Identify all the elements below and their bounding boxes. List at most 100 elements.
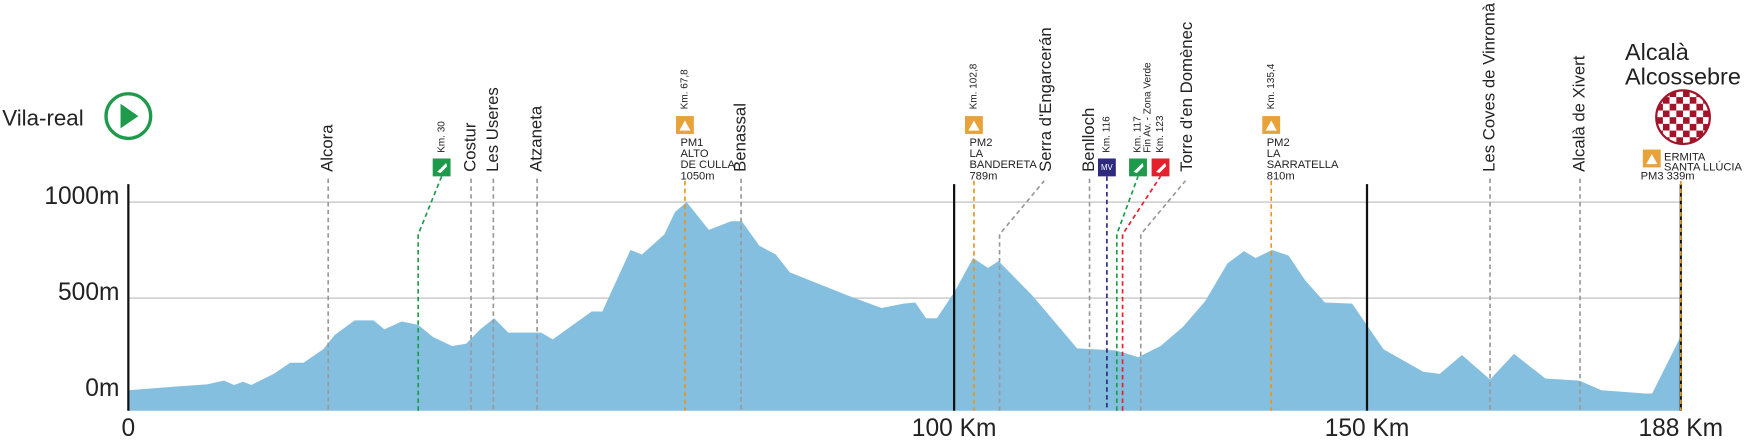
flag-cell <box>1669 117 1677 124</box>
climb-label: SARRATELLA <box>1267 159 1339 171</box>
flag-cell <box>1683 123 1690 131</box>
climb-label: PM1 <box>680 137 703 149</box>
climb-label: 810m <box>1267 170 1295 182</box>
flag-cell <box>1656 123 1663 131</box>
zone-line <box>1121 175 1162 411</box>
climb-triangle <box>1646 154 1658 165</box>
zone-icon <box>1151 158 1170 177</box>
place-label: Benlloch <box>1079 108 1098 172</box>
flag-cell <box>1683 137 1690 144</box>
finish-label: Alcalà <box>1625 39 1690 65</box>
zone-note: Fin Av. - Zona Verde <box>1143 62 1154 153</box>
place-label: Les Useres <box>483 87 502 172</box>
climb-category: PM3 339m <box>1641 170 1695 182</box>
waypoint-line <box>1139 180 1187 411</box>
zone-km-label: Km. 30 <box>436 121 447 153</box>
mv-label: MV <box>1101 163 1113 172</box>
flag-cell <box>1662 117 1670 124</box>
flag-cell <box>1676 110 1684 118</box>
flag-cell <box>1703 117 1710 124</box>
place-label: Atzaneta <box>527 105 546 172</box>
flag-cell <box>1676 97 1684 104</box>
flag-cell <box>1689 130 1697 138</box>
flag-cell <box>1656 137 1663 144</box>
climb-label: SANTA LLÚCIA <box>1664 160 1742 173</box>
climb-triangle <box>968 120 980 131</box>
y-tick-label: 0m <box>85 375 119 402</box>
climb-label: LA <box>969 148 983 160</box>
zone-km-label: Km. 123 <box>1155 115 1166 153</box>
flag-cell <box>1669 137 1677 144</box>
flag-cell <box>1689 110 1697 118</box>
flag-cell <box>1696 97 1704 104</box>
zone-glyph <box>1156 162 1167 174</box>
elevation-area <box>128 202 1681 411</box>
place-label: Costur <box>460 122 479 172</box>
place-label: Serra d'Engarcerán <box>1036 27 1055 172</box>
zone-km-label: Km. 117 <box>1133 116 1144 153</box>
flag-cell <box>1696 123 1704 131</box>
waypoint-line <box>998 180 1045 411</box>
flag-cell <box>1656 110 1663 118</box>
flag-cell <box>1689 90 1697 98</box>
flag-cell <box>1703 137 1710 144</box>
mv-km-label: Km. 116 <box>1102 116 1113 153</box>
flag-cell <box>1703 110 1710 118</box>
place-label: Torre d'en Domènec <box>1177 22 1196 172</box>
climb-label: BANDERETA <box>969 159 1037 171</box>
y-tick-label: 1000m <box>44 183 119 210</box>
flag-cell <box>1669 123 1677 131</box>
flag-cell <box>1662 123 1670 131</box>
flag-cell <box>1669 97 1677 104</box>
flag-cell <box>1669 110 1677 118</box>
flag-cell <box>1696 117 1704 124</box>
start-label: Vila-real <box>2 105 83 130</box>
flag-cell <box>1703 90 1710 98</box>
flag-cell <box>1676 137 1684 144</box>
y-tick-label: 500m <box>58 279 119 306</box>
flag-cell <box>1683 90 1690 98</box>
climb-triangle <box>679 120 691 131</box>
flag-cell <box>1683 97 1690 104</box>
climb-label: DE CULLA <box>680 159 735 171</box>
place-label: Les Coves de Vinromà <box>1479 2 1498 172</box>
flag-cell <box>1676 103 1684 111</box>
start-arrow <box>120 103 139 129</box>
climb-km-label: Km. 67,8 <box>680 69 691 110</box>
finish-ring <box>1655 89 1711 146</box>
zone-line <box>417 176 443 411</box>
climb-label: 789m <box>969 170 997 182</box>
flag-cell <box>1683 117 1690 124</box>
climb-label: PM2 <box>1267 137 1290 149</box>
x-tick-label: 188 Km <box>1639 415 1724 442</box>
flag-cell <box>1669 90 1677 98</box>
flag-cell <box>1656 117 1663 124</box>
flag-cell <box>1662 103 1670 111</box>
zone-line <box>1115 176 1139 411</box>
flag-cell <box>1676 90 1684 98</box>
flag-cell <box>1676 117 1684 124</box>
flag-cell <box>1676 130 1684 138</box>
flag-cell <box>1703 123 1710 131</box>
flag-cell <box>1662 110 1670 118</box>
zone-glyph <box>1133 162 1144 174</box>
climb-label: ERMITA <box>1664 151 1706 163</box>
climb-label: 1050m <box>680 170 714 182</box>
finish-label: Alcossebre <box>1625 63 1741 89</box>
climb-km-label: Km. 135,4 <box>1266 63 1277 109</box>
flag-cell <box>1689 97 1697 104</box>
flag-cell <box>1669 130 1677 138</box>
flag-cell <box>1669 103 1677 111</box>
flag-cell <box>1689 137 1697 144</box>
x-tick-label: 100 Km <box>912 415 997 442</box>
flag-cell <box>1703 103 1710 111</box>
climb-label: ALTO <box>680 148 708 160</box>
flag-cell <box>1676 123 1684 131</box>
flag-cell <box>1683 110 1690 118</box>
flag-cell <box>1696 110 1704 118</box>
place-label: Benassal <box>730 103 749 172</box>
flag-cell <box>1662 130 1670 138</box>
climb-km-label: Km. 102,8 <box>969 63 980 109</box>
x-tick-label: 150 Km <box>1325 415 1410 442</box>
